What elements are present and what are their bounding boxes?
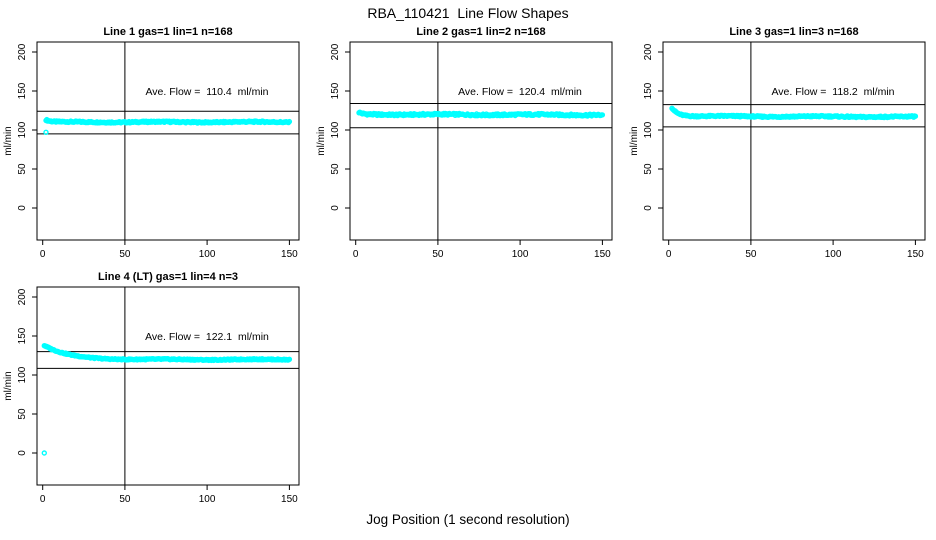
data-point (43, 129, 49, 136)
y-tick-label: 50 (17, 408, 28, 420)
plot-area-line-3: ml/min 0 50 100 150 0 50 100 150 200 (629, 41, 926, 260)
y-tick-label: 150 (330, 82, 341, 99)
y-axis-unit-label: ml/min (316, 126, 327, 155)
panel-title: Line 4 (LT) gas=1 lin=4 n=3 (97, 271, 239, 283)
y-tick-label: 100 (330, 121, 341, 138)
x-tick-label: 50 (119, 249, 131, 260)
y-tick-label: 0 (17, 450, 28, 456)
panel-line-2: ml/min 0 50 100 150 0 50 100 150 200 Line 2 gas=… (313, 25, 626, 273)
x-tick-label: 50 (745, 249, 757, 260)
y-axis-unit-label: ml/min (3, 126, 14, 155)
y-tick-label: 200 (643, 43, 654, 60)
x-axis-label: Jog Position (1 second resolution) (366, 512, 570, 527)
y-axis-unit-label: ml/min (629, 126, 640, 155)
y-tick-label: 150 (643, 82, 654, 99)
y-tick-label: 100 (643, 121, 654, 138)
x-tick-label: 100 (825, 249, 842, 260)
ave-flow-label: Ave. Flow = 122.1 ml/min (145, 331, 269, 343)
y-axis-unit-label: ml/min (3, 371, 14, 400)
panel-line-1: ml/min 0 50 100 150 0 50 100 150 200 Line 1 gas=… (0, 25, 313, 273)
x-tick-label: 0 (353, 249, 359, 260)
y-tick-label: 0 (330, 205, 341, 211)
ave-flow-label: Ave. Flow = 118.2 ml/min (771, 86, 895, 98)
x-tick-label: 0 (40, 494, 46, 505)
y-tick-label: 200 (330, 43, 341, 60)
x-tick-label: 150 (281, 494, 298, 505)
panel-line-3: ml/min 0 50 100 150 0 50 100 150 200 Line 3 gas=… (626, 25, 936, 273)
data-point (912, 113, 919, 119)
x-tick-label: 150 (281, 249, 298, 260)
ave-flow-label: Ave. Flow = 120.4 ml/min (458, 86, 582, 98)
y-tick-label: 200 (17, 43, 28, 60)
panel-title: Line 2 gas=1 lin=2 n=168 (416, 26, 546, 38)
y-tick-label: 0 (643, 205, 654, 211)
y-tick-label: 150 (17, 82, 28, 99)
x-tick-label: 0 (40, 249, 46, 260)
y-tick-label: 100 (17, 121, 28, 138)
x-tick-label: 150 (594, 249, 611, 260)
y-tick-label: 50 (330, 163, 341, 175)
y-tick-label: 150 (17, 327, 28, 344)
x-tick-label: 100 (512, 249, 529, 260)
data-point (41, 450, 47, 456)
y-tick-label: 200 (17, 288, 28, 305)
panel-line-4: ml/min 0 50 100 150 0 50 100 150 200 Line 4 (LT)… (0, 270, 313, 518)
data-point (286, 356, 293, 363)
main-title: RBA_110421 Line Flow Shapes (367, 5, 569, 21)
x-tick-label: 100 (199, 249, 216, 260)
y-tick-label: 0 (17, 205, 28, 211)
x-tick-label: 100 (199, 494, 216, 505)
plot-box (349, 41, 613, 241)
panel-title: Line 1 gas=1 lin=1 n=168 (103, 26, 233, 38)
x-tick-label: 150 (907, 249, 924, 260)
x-tick-label: 50 (432, 249, 444, 260)
data-point (599, 112, 606, 118)
y-tick-label: 100 (17, 366, 28, 383)
plot-area-line-4: ml/min 0 50 100 150 0 50 100 150 200 (3, 286, 300, 505)
plot-area-line-1: ml/min 0 50 100 150 0 50 100 150 200 (3, 41, 300, 260)
plot-area-line-2: ml/min 0 50 100 150 0 50 100 150 200 (316, 41, 613, 260)
plot-box (36, 286, 300, 486)
y-tick-label: 50 (17, 163, 28, 175)
x-tick-label: 50 (119, 494, 131, 505)
plot-box (36, 41, 300, 241)
x-tick-label: 0 (666, 249, 672, 260)
plot-box (662, 41, 926, 241)
panel-title: Line 3 gas=1 lin=3 n=168 (729, 26, 859, 38)
ave-flow-label: Ave. Flow = 110.4 ml/min (145, 86, 269, 98)
y-tick-label: 50 (643, 163, 654, 175)
data-point (286, 118, 293, 125)
